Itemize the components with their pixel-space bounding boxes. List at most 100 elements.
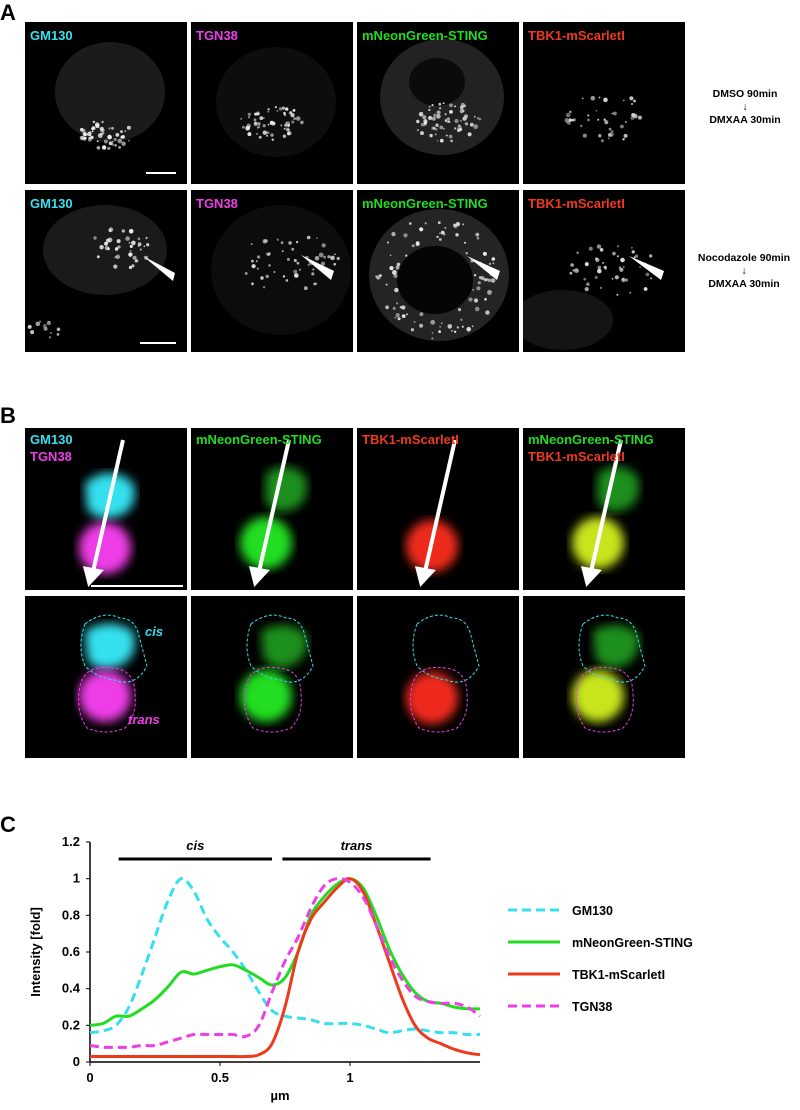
image-b-top-sting-tbk1: mNeonGreen-STING TBK1-mScarletI (523, 428, 685, 590)
puncta-dot (267, 111, 269, 113)
puncta-dot (576, 251, 579, 254)
puncta-dot (292, 109, 296, 112)
puncta-dot (447, 324, 453, 329)
puncta-dot (622, 138, 625, 141)
line-chart: 0 0.2 0.4 0.6 0.8 1 1.2 0 0.5 1 µm Intensity [fold]… (28, 834, 693, 1103)
scale-bar (91, 585, 183, 587)
puncta-dot (445, 120, 448, 123)
condition-line2: DMXAA 30min (708, 278, 780, 290)
cell-image (240, 439, 307, 588)
puncta-dot (566, 121, 571, 125)
puncta-dot (43, 326, 48, 331)
puncta-dot (483, 278, 488, 282)
puncta-dot (478, 118, 482, 121)
puncta-dot (473, 124, 479, 130)
puncta-dot (128, 139, 130, 142)
puncta-dot (247, 132, 252, 137)
puncta-dot (569, 271, 573, 275)
puncta-dot (401, 305, 406, 310)
label-tbk1: TBK1-mScarletI (528, 449, 625, 464)
puncta-dot (293, 117, 296, 120)
label-tgn38: TGN38 (30, 449, 72, 464)
puncta-dot (639, 266, 641, 269)
puncta-dot (48, 321, 50, 323)
puncta-dot (621, 277, 626, 283)
puncta-dot (108, 141, 113, 146)
puncta-dot (299, 268, 301, 271)
puncta-dot (84, 136, 87, 140)
cell-image (240, 614, 314, 733)
label-sting: mNeonGreen-STING (528, 432, 654, 447)
puncta-dot (259, 116, 264, 120)
puncta-dot (433, 113, 437, 117)
puncta-dot (311, 272, 315, 276)
puncta-dot (480, 276, 485, 281)
puncta-dot (603, 118, 606, 121)
puncta-dot (428, 108, 431, 112)
puncta-dot (244, 272, 248, 275)
scale-bar (146, 172, 176, 174)
puncta-dot (607, 137, 610, 140)
puncta-dot (114, 144, 117, 147)
puncta-dot (492, 262, 495, 265)
series-line-tbk1-mscarleti (89, 877, 481, 1059)
puncta-dot (385, 283, 388, 286)
puncta-dot (137, 237, 141, 241)
label-gm130: GM130 (30, 28, 73, 43)
puncta-dot (471, 325, 474, 328)
puncta-dot (403, 233, 408, 238)
puncta-dot (416, 129, 419, 132)
puncta-dot (616, 293, 619, 296)
puncta-dot (609, 132, 614, 137)
puncta-dot (49, 332, 52, 334)
y-tick-label: 1.2 (62, 834, 80, 849)
label-sting: mNeonGreen-STING (362, 196, 488, 211)
puncta-dot (462, 223, 465, 226)
puncta-dot (590, 95, 596, 101)
puncta-dot (637, 115, 642, 120)
condition-row1: DMSO 90min ↓ DMXAA 30min (695, 88, 795, 127)
panel-letter-c: C (0, 812, 16, 837)
puncta-dot (454, 118, 459, 124)
puncta-dot (649, 254, 653, 258)
puncta-dot (134, 260, 137, 263)
puncta-dot (107, 146, 111, 150)
puncta-dot (255, 111, 260, 116)
puncta-dot (113, 264, 118, 269)
puncta-dot (431, 126, 435, 130)
puncta-dot (584, 262, 589, 267)
puncta-dot (285, 107, 289, 111)
cell-image (55, 42, 176, 174)
cell-image (572, 439, 639, 588)
puncta-dot (469, 122, 474, 127)
puncta-dot (291, 247, 295, 251)
chart-axes: 0 0.2 0.4 0.6 0.8 1 1.2 0 0.5 1 µm Intensity [fold] (28, 834, 480, 1103)
puncta-dot (291, 120, 295, 124)
puncta-dot (454, 105, 456, 108)
y-tick-label: 0.4 (62, 981, 81, 996)
puncta-dot (477, 281, 481, 285)
puncta-dot (95, 124, 100, 129)
y-tick-label: 0.6 (62, 944, 80, 959)
puncta-dot (419, 312, 424, 317)
puncta-dot (271, 121, 276, 126)
puncta-dot (449, 110, 453, 114)
puncta-dot (296, 261, 300, 265)
puncta-dot (139, 248, 142, 251)
puncta-dot (108, 135, 111, 138)
puncta-dot (280, 124, 283, 127)
puncta-dot (491, 257, 496, 261)
puncta-dot (587, 114, 590, 117)
puncta-dot (467, 132, 472, 137)
puncta-dot (385, 305, 389, 310)
puncta-dot (624, 121, 627, 123)
puncta-dot (439, 107, 442, 110)
puncta-dot (597, 118, 600, 121)
puncta-dot (453, 330, 457, 333)
puncta-dot (438, 102, 442, 106)
puncta-dot (131, 240, 136, 246)
image-a-r2-gm130: GM130 (25, 190, 187, 352)
puncta-dot (633, 99, 636, 103)
puncta-dot (111, 143, 115, 146)
puncta-dot (623, 99, 625, 102)
